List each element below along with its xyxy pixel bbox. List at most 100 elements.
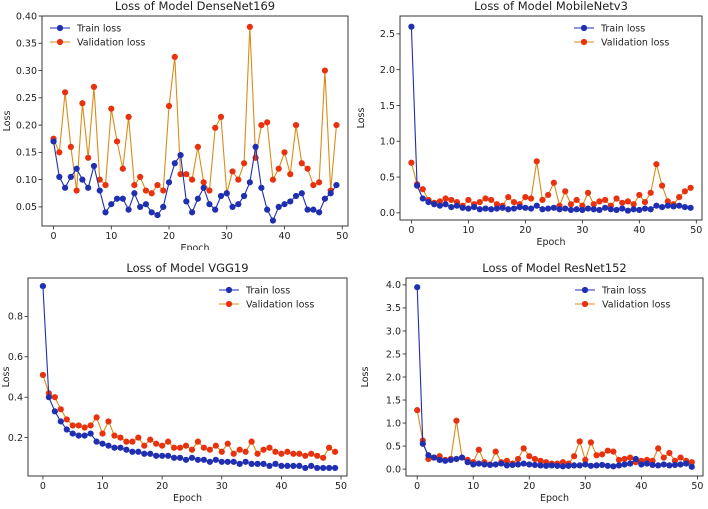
chart1-train-loss-point	[476, 206, 483, 213]
chart2-train-loss-point	[248, 460, 255, 467]
chart1-train-loss-point	[624, 207, 632, 214]
chart1-validation-loss-point	[436, 198, 443, 205]
chart3-legend-marker-train-loss	[581, 286, 589, 294]
chart0-ytick-label: 0.25	[16, 93, 37, 104]
chart0-xtick-label: 40	[278, 231, 290, 242]
chart2-validation-loss-point	[39, 371, 47, 379]
chart2-train-loss-point	[147, 450, 154, 457]
chart0-train-loss-point	[90, 162, 98, 170]
chart3-validation-loss-point	[615, 456, 623, 463]
chart2-train-loss-point	[272, 460, 279, 467]
chart3-train-loss-point	[671, 461, 679, 469]
chart0-train-loss-point	[252, 143, 259, 151]
chart1-train-loss-point	[562, 205, 569, 212]
chart0-train-loss-point	[194, 195, 201, 202]
chart0-validation-loss-point	[304, 165, 311, 172]
chart1-train-loss-point	[681, 204, 689, 211]
chart0-validation-loss-point	[189, 176, 196, 183]
chart0-validation-loss-point	[246, 23, 253, 31]
chart2-validation-loss-point	[176, 444, 184, 451]
chart3-ylabel: Loss	[360, 367, 371, 388]
chart3-validation-loss-point	[414, 407, 421, 414]
chart3-train-loss-point	[514, 461, 522, 468]
chart1-validation-loss-point	[641, 199, 649, 206]
chart3-train-loss-point	[475, 460, 482, 467]
chart3-train-loss-point	[492, 461, 499, 468]
chart0-train-loss-point	[148, 209, 155, 216]
chart1-train-loss-point	[522, 204, 529, 211]
chart1-train-loss-point	[470, 204, 478, 211]
chart1-train-loss-point	[499, 204, 506, 211]
chart3-validation-loss-line	[416, 410, 692, 466]
chart3-train-loss-point	[593, 462, 600, 469]
chart1-validation-loss-point	[573, 196, 580, 204]
chart0-validation-loss-point	[240, 160, 248, 167]
chart2-train-loss-point	[302, 464, 309, 472]
chart2-validation-loss-point	[117, 434, 124, 441]
chart3-ytick-label: 1.5	[386, 395, 401, 406]
chart3-xtick-label: 20	[523, 481, 535, 492]
chart1-train-loss-point	[590, 206, 597, 213]
chart2-validation-loss-point	[81, 424, 88, 431]
chart2-train-loss-point	[331, 464, 339, 472]
chart2-xtick-label: 50	[335, 481, 347, 492]
chart2-legend-label-validation-loss: Validation loss	[246, 299, 314, 310]
chart0-validation-loss-point	[292, 121, 300, 129]
chart1-xtick-label: 50	[690, 225, 702, 236]
chart1-xtick-label: 10	[462, 225, 474, 236]
chart3-train-loss-point	[565, 462, 572, 469]
chart2-validation-loss-point	[51, 394, 58, 401]
chart1-train-loss-point	[413, 182, 421, 189]
chart1-train-loss-point	[527, 205, 535, 212]
chart2-validation-loss-point	[69, 422, 76, 429]
chart0-train-loss-point	[240, 192, 248, 200]
chart2-validation-loss-point	[111, 432, 118, 439]
chart3-validation-loss-point	[688, 459, 695, 466]
chart0-ytick-label: 0.35	[16, 39, 37, 50]
chart2-validation-loss-point	[254, 450, 261, 457]
chart1-train-loss-point	[579, 206, 586, 214]
chart1-validation-loss-point	[505, 193, 512, 201]
chart1-train-loss-point	[664, 202, 671, 209]
chart3-train-loss-point	[503, 462, 510, 469]
chart2-train-loss-point	[135, 448, 142, 455]
chart1-validation-loss-point	[539, 196, 546, 204]
chart0-validation-loss-point	[321, 67, 329, 74]
chart0-validation-loss-point	[177, 171, 184, 178]
chart1-validation-loss-point	[482, 195, 489, 202]
chart1-train-loss-point	[556, 206, 563, 213]
chart2-validation-loss-point	[153, 440, 160, 447]
chart3-ytick-label: 2.0	[386, 372, 401, 383]
chart3-train-loss-point	[666, 462, 673, 469]
chart3-xlabel: Epoch	[540, 493, 569, 504]
chart3-train-loss-point	[481, 461, 488, 468]
chart2-plot-frame	[27, 277, 348, 477]
chart2-train-loss-point	[117, 444, 124, 451]
chart0-train-loss-point	[50, 138, 57, 145]
chart2-validation-loss-point	[218, 448, 225, 455]
chart2-validation-loss-point	[135, 434, 142, 441]
chart3-train-loss-point	[582, 461, 589, 468]
chart2-xtick-label: 20	[156, 481, 168, 492]
chart3-validation-loss-point	[666, 449, 673, 457]
chart0-train-loss-point	[183, 198, 190, 205]
chart0-train-loss-point	[200, 184, 207, 191]
chart0-validation-loss-point	[287, 171, 294, 178]
chart3-ytick-label: 3.5	[386, 303, 401, 314]
chart0-xtick-label: 0	[51, 231, 57, 242]
chart2-train-loss-point	[159, 452, 166, 459]
chart0-train-loss-point	[304, 206, 311, 213]
chart3-ytick-label: 4.0	[386, 280, 401, 291]
chart2-validation-loss-point	[242, 448, 249, 455]
chart0-validation-loss-point	[206, 187, 213, 194]
chart1-validation-loss-point	[550, 179, 557, 186]
chart3-train-loss-line	[416, 287, 693, 468]
chart2-validation-loss-point	[123, 438, 130, 445]
chart2-validation-loss-point	[248, 438, 255, 445]
chart0-validation-loss-point	[61, 89, 69, 96]
chart2-train-loss-point	[224, 458, 231, 465]
chart0-train-loss-point	[61, 184, 69, 191]
chart1-train-loss-point	[641, 205, 649, 212]
chart0-validation-loss-point	[212, 124, 219, 131]
chart1-train-loss-point	[408, 23, 415, 30]
